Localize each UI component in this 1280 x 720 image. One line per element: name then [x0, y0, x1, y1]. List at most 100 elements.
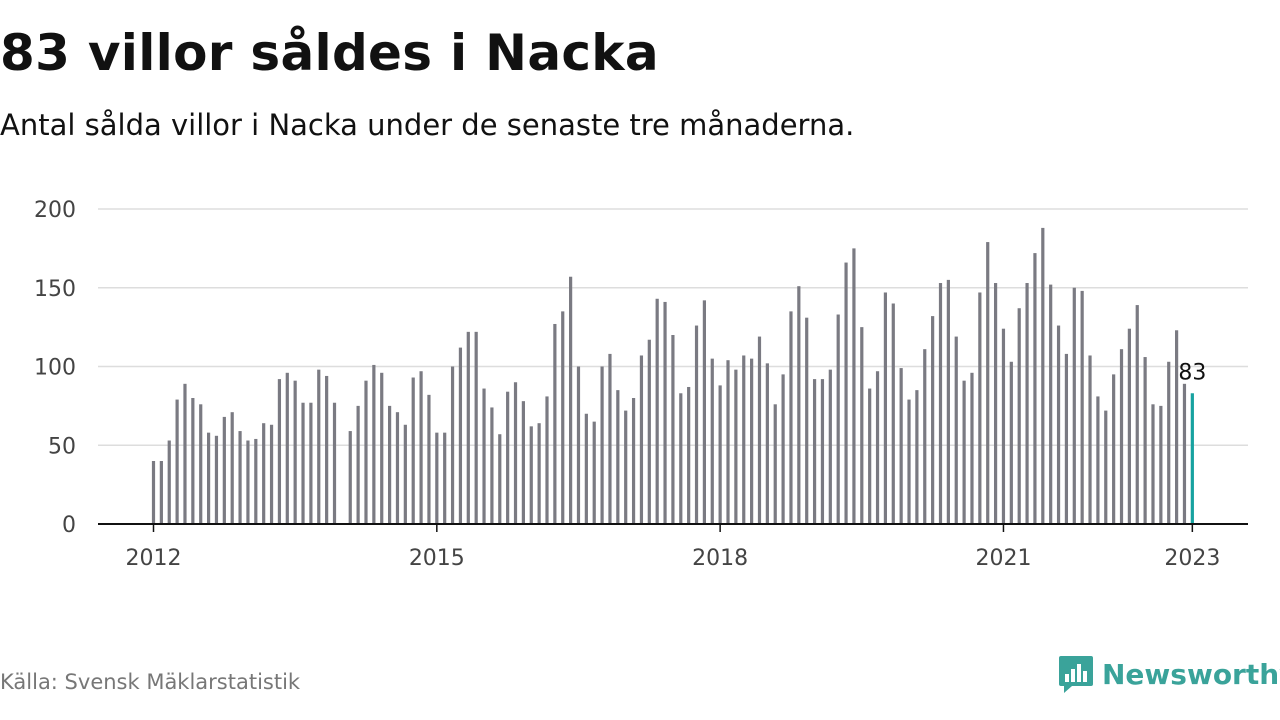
brand-name: Newsworthy	[1102, 657, 1280, 691]
bar	[970, 372, 974, 524]
bar	[694, 325, 699, 524]
y-tick-label: 0	[62, 513, 76, 538]
bar	[364, 380, 368, 524]
bars	[151, 227, 1194, 525]
bar	[938, 283, 943, 524]
bar	[647, 339, 651, 524]
bar	[443, 432, 447, 524]
bar	[175, 399, 179, 524]
bar	[868, 388, 872, 524]
bar	[395, 412, 400, 524]
bar	[569, 276, 573, 524]
bar	[1056, 325, 1061, 524]
bar	[1049, 284, 1053, 524]
bar	[427, 394, 431, 524]
bar	[269, 424, 274, 524]
bar	[852, 248, 856, 525]
labels: 0 50 100 150 200 2012 2015 2018 2021 2023 83	[34, 198, 1220, 571]
bar	[159, 461, 163, 524]
bar	[214, 435, 219, 524]
bar	[592, 421, 596, 525]
bar	[262, 423, 266, 524]
bar	[860, 327, 864, 525]
bar	[309, 402, 313, 524]
bar	[883, 292, 888, 524]
x-tick-label: 2023	[1164, 546, 1220, 571]
bar	[757, 336, 762, 524]
bar	[1064, 353, 1069, 524]
bar	[1127, 328, 1131, 524]
y-tick-label: 100	[34, 356, 76, 381]
bar	[1112, 374, 1116, 525]
bar	[151, 461, 156, 524]
bar	[521, 401, 525, 524]
bar	[742, 355, 746, 524]
bar	[805, 317, 809, 524]
bar	[490, 407, 494, 524]
bar	[891, 303, 895, 524]
bar	[671, 335, 675, 524]
bar	[820, 379, 825, 524]
bar	[946, 279, 950, 525]
bar	[923, 349, 927, 524]
bar	[836, 314, 840, 524]
bar	[773, 404, 777, 524]
bar	[411, 377, 415, 524]
bar	[458, 347, 463, 524]
bar	[545, 396, 549, 524]
x-tick-label: 2012	[126, 546, 182, 571]
bar	[608, 353, 612, 524]
bar	[584, 413, 588, 524]
bar	[419, 371, 423, 524]
bar	[663, 301, 667, 524]
bar	[828, 369, 832, 524]
bar	[1159, 405, 1163, 525]
bar	[167, 440, 171, 524]
axes	[98, 523, 1248, 532]
bar	[230, 412, 234, 524]
bar	[1025, 283, 1029, 524]
bar	[1001, 328, 1006, 524]
bar	[183, 383, 187, 524]
bar	[1182, 383, 1187, 524]
bar	[812, 379, 817, 524]
bar	[1033, 253, 1037, 524]
bar	[246, 440, 250, 524]
source-note: Källa: Svensk Mäklarstatistik	[0, 670, 301, 694]
bar	[325, 375, 329, 524]
bar	[380, 372, 384, 524]
bar	[482, 388, 486, 524]
bar	[750, 358, 754, 525]
bar	[986, 242, 990, 524]
chart-subtitle: Antal sålda villor i Nacka under de sena…	[0, 108, 855, 142]
bar	[403, 424, 407, 524]
bar	[222, 416, 226, 524]
bar	[301, 402, 305, 524]
bar	[710, 358, 714, 525]
bar	[907, 399, 911, 524]
newsworthy-logo-icon	[1059, 656, 1093, 693]
bar	[1104, 410, 1108, 524]
bar	[1143, 357, 1147, 524]
bar	[529, 426, 533, 524]
bar	[238, 431, 242, 524]
x-tick-label: 2015	[409, 546, 465, 571]
y-tick-label: 150	[34, 277, 76, 302]
bar	[978, 292, 982, 524]
bar	[702, 300, 706, 524]
bar	[639, 355, 644, 524]
bar	[435, 432, 439, 524]
bar	[474, 331, 478, 524]
bar	[1167, 361, 1171, 524]
bar	[372, 364, 376, 524]
highlight-bar	[1190, 393, 1194, 524]
bar	[915, 390, 919, 525]
bar	[561, 311, 565, 525]
bar	[191, 398, 195, 524]
bar	[797, 286, 801, 524]
bar	[293, 380, 297, 524]
bar	[450, 366, 455, 524]
bar	[875, 371, 880, 524]
bar	[498, 434, 502, 524]
bar	[1072, 287, 1076, 524]
